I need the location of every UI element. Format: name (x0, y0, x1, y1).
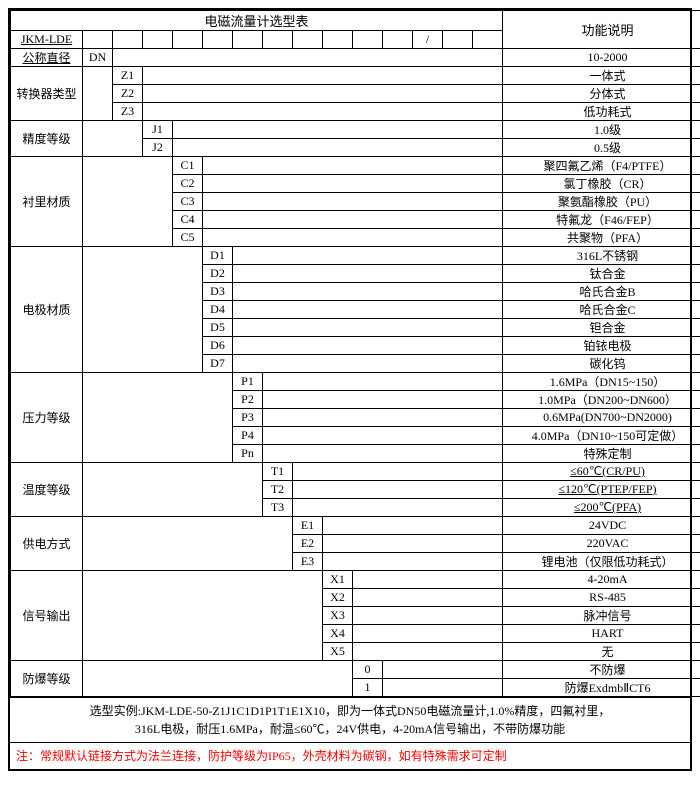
desc-c3: 聚氨酯橡胶（PU） (503, 193, 700, 211)
desc-z1: 一体式 (503, 67, 700, 85)
desc-ex1: 防爆ExdmbⅡCT6 (503, 679, 700, 697)
desc-d3: 哈氏合金B (503, 283, 700, 301)
label-temperature: 温度等级 (11, 463, 83, 517)
code-d2: D2 (203, 265, 233, 283)
desc-z2: 分体式 (503, 85, 700, 103)
code-j1: J1 (143, 121, 173, 139)
code-x3: X3 (323, 607, 353, 625)
code-p2: P2 (233, 391, 263, 409)
label-explosion: 防爆等级 (11, 661, 83, 697)
desc-z3: 低功耗式 (503, 103, 700, 121)
desc-d4: 哈氏合金C (503, 301, 700, 319)
desc-x2: RS-485 (503, 589, 700, 607)
footer-line2: 316L电极，耐压1.6MPa，耐温≤60℃，24V供电，4-20mA信号输出，… (16, 720, 684, 738)
desc-d1: 316L不锈钢 (503, 247, 700, 265)
code-z3: Z3 (113, 103, 143, 121)
code-t3: T3 (263, 499, 293, 517)
desc-x3: 脉冲信号 (503, 607, 700, 625)
desc-t1: ≤60℃(CR/PU) (503, 463, 700, 481)
code-c1: C1 (173, 157, 203, 175)
label-signal: 信号输出 (11, 571, 83, 661)
code-z2: Z2 (113, 85, 143, 103)
code-d5: D5 (203, 319, 233, 337)
code-x5: X5 (323, 643, 353, 661)
label-accuracy: 精度等级 (11, 121, 83, 157)
label-diameter: 公称直径 (11, 49, 83, 67)
code-c3: C3 (173, 193, 203, 211)
desc-e2: 220VAC (503, 535, 700, 553)
code-p4: P4 (233, 427, 263, 445)
desc-c4: 特氟龙（F46/FEP） (503, 211, 700, 229)
desc-d2: 钛合金 (503, 265, 700, 283)
desc-t2: ≤120℃(PTEP/FEP) (503, 481, 700, 499)
desc-pn: 特殊定制 (503, 445, 700, 463)
code-pn: Pn (233, 445, 263, 463)
code-e1: E1 (293, 517, 323, 535)
code-ex1: 1 (353, 679, 383, 697)
table-title: 电磁流量计选型表 (11, 11, 503, 31)
code-x1: X1 (323, 571, 353, 589)
model-code: JKM-LDE (11, 31, 83, 49)
desc-x1: 4-20mA (503, 571, 700, 589)
desc-d7: 碳化钨 (503, 355, 700, 373)
desc-ex0: 不防爆 (503, 661, 700, 679)
code-c2: C2 (173, 175, 203, 193)
code-e2: E2 (293, 535, 323, 553)
code-c5: C5 (173, 229, 203, 247)
label-electrode: 电极材质 (11, 247, 83, 373)
code-p3: P3 (233, 409, 263, 427)
code-dn: DN (83, 49, 113, 67)
code-z1: Z1 (113, 67, 143, 85)
code-t2: T2 (263, 481, 293, 499)
desc-c2: 氯丁橡胶（CR） (503, 175, 700, 193)
code-d6: D6 (203, 337, 233, 355)
code-d3: D3 (203, 283, 233, 301)
code-x4: X4 (323, 625, 353, 643)
label-power: 供电方式 (11, 517, 83, 571)
code-ex0: 0 (353, 661, 383, 679)
code-d4: D4 (203, 301, 233, 319)
slash-cell: / (413, 31, 443, 49)
desc-x4: HART (503, 625, 700, 643)
code-d7: D7 (203, 355, 233, 373)
code-c4: C4 (173, 211, 203, 229)
label-lining: 衬里材质 (11, 157, 83, 247)
desc-d6: 铂铱电极 (503, 337, 700, 355)
label-converter: 转换器类型 (11, 67, 83, 121)
desc-title: 功能说明 (503, 11, 700, 49)
footer-note: 注：常规默认链接方式为法兰连接，防护等级为IP65，外壳材料为碳钢，如有特殊需求… (10, 742, 690, 769)
code-j2: J2 (143, 139, 173, 157)
desc-p4: 4.0MPa（DN10~150可定做） (503, 427, 700, 445)
desc-d5: 钽合金 (503, 319, 700, 337)
code-p1: P1 (233, 373, 263, 391)
desc-t3: ≤200℃(PFA) (503, 499, 700, 517)
main-table: 电磁流量计选型表 功能说明 JKM-LDE / 公称直径 DN 10-2000 … (10, 10, 700, 697)
footer-example: 选型实例:JKM-LDE-50-Z1J1C1D1P1T1E1X10，即为一体式D… (10, 697, 690, 742)
desc-j2: 0.5级 (503, 139, 700, 157)
code-d1: D1 (203, 247, 233, 265)
label-pressure: 压力等级 (11, 373, 83, 463)
code-t1: T1 (263, 463, 293, 481)
code-x2: X2 (323, 589, 353, 607)
footer-line1: 选型实例:JKM-LDE-50-Z1J1C1D1P1T1E1X10，即为一体式D… (16, 702, 684, 720)
desc-c1: 聚四氟乙烯（F4/PTFE） (503, 157, 700, 175)
desc-c5: 共聚物（PFA） (503, 229, 700, 247)
desc-e3: 锂电池（仅限低功耗式） (503, 553, 700, 571)
desc-x5: 无 (503, 643, 700, 661)
desc-j1: 1.0级 (503, 121, 700, 139)
code-e3: E3 (293, 553, 323, 571)
desc-p1: 1.6MPa（DN15~150） (503, 373, 700, 391)
selection-table: 电磁流量计选型表 功能说明 JKM-LDE / 公称直径 DN 10-2000 … (8, 8, 692, 771)
desc-p2: 1.0MPa（DN200~DN600） (503, 391, 700, 409)
desc-e1: 24VDC (503, 517, 700, 535)
desc-diameter: 10-2000 (503, 49, 700, 67)
desc-p3: 0.6MPa(DN700~DN2000) (503, 409, 700, 427)
